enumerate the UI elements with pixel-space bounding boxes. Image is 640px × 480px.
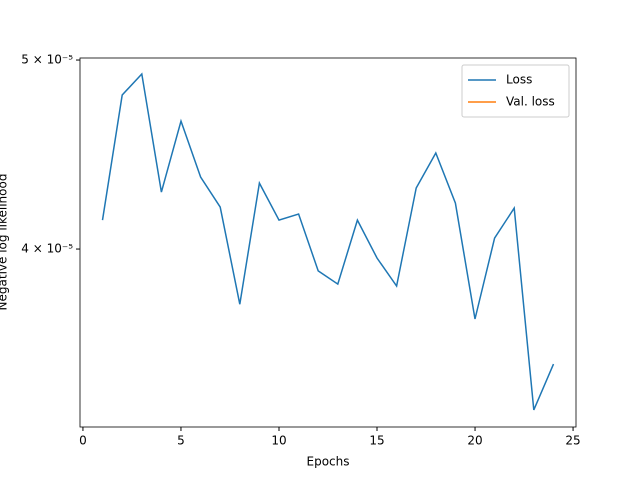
y-tick-label: 5 × 10⁻⁵ <box>21 53 73 67</box>
x-tick-label: 5 <box>177 434 185 448</box>
legend-box <box>461 64 570 118</box>
line-series <box>101 72 555 411</box>
y-axis-label: Negative log likelihood <box>0 174 10 311</box>
x-tick-label: 25 <box>565 434 580 448</box>
legend-label: Val. loss <box>506 95 555 109</box>
x-tick-label: 0 <box>79 434 87 448</box>
axes-frame <box>79 57 577 428</box>
x-tick-label: 10 <box>271 434 286 448</box>
x-tick-label: 15 <box>369 434 384 448</box>
x-axis-label: Epochs <box>307 455 350 469</box>
legend-label: Loss <box>506 73 532 87</box>
x-tick-label: 20 <box>467 434 482 448</box>
y-tick-label: 4 × 10⁻⁵ <box>21 242 73 256</box>
